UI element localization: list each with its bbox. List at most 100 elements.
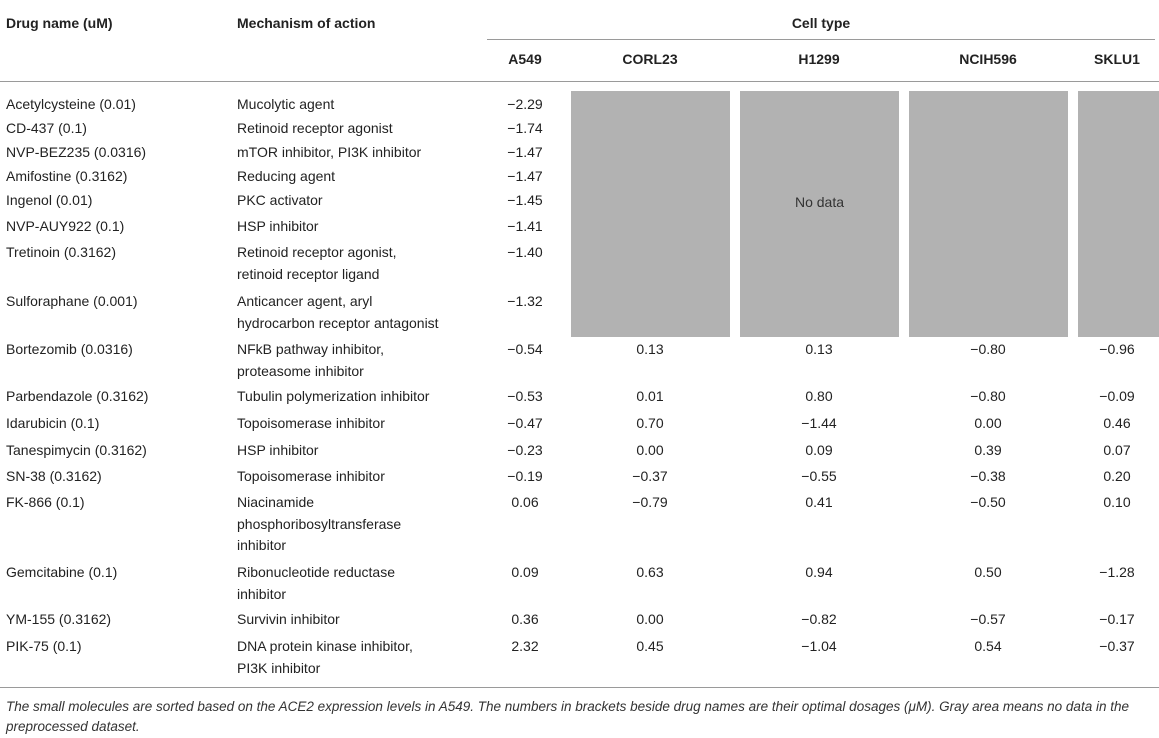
drug-name-cell: FK-866 (0.1) [6, 494, 85, 510]
value-cell-sklu1: −0.09 [1099, 388, 1135, 404]
header-rule [0, 81, 1159, 82]
value-cell-sklu1: 0.46 [1103, 415, 1131, 431]
value-cell-h1299: 0.41 [805, 494, 833, 510]
value-cell-a549: 0.06 [511, 494, 539, 510]
value-cell-ncih596: 0.50 [974, 564, 1002, 580]
value-cell-h1299: −1.04 [801, 638, 837, 654]
value-cell-a549: −1.45 [507, 192, 543, 208]
value-cell-h1299: 0.09 [805, 442, 833, 458]
no-data-label: No data [794, 194, 845, 210]
value-cell-corl23: 0.01 [636, 388, 664, 404]
drug-name-cell: Gemcitabine (0.1) [6, 564, 118, 580]
mechanism-cell-line: inhibitor [237, 537, 287, 553]
header-cell-corl23: CORL23 [622, 51, 678, 67]
value-cell-corl23: −0.79 [632, 494, 668, 510]
mechanism-cell-line: Ribonucleotide reductase [237, 564, 395, 580]
mechanism-cell-line: Anticancer agent, aryl [237, 293, 373, 309]
value-cell-corl23: 0.45 [636, 638, 664, 654]
value-cell-corl23: −0.37 [632, 468, 668, 484]
value-cell-ncih596: 0.54 [974, 638, 1002, 654]
mechanism-cell-line: Topoisomerase inhibitor [237, 468, 385, 484]
value-cell-a549: −1.47 [507, 168, 543, 184]
mechanism-cell-line: phosphoribosyltransferase [237, 515, 402, 532]
value-cell-corl23: 0.63 [636, 564, 664, 580]
header-cell-ncih596: NCIH596 [959, 51, 1017, 67]
value-cell-h1299: −0.82 [801, 611, 837, 627]
value-cell-a549: 0.09 [511, 564, 539, 580]
value-cell-a549: −2.29 [507, 96, 543, 112]
header-drug-name: Drug name (uM) [6, 15, 113, 31]
value-cell-sklu1: −1.28 [1099, 564, 1135, 580]
mechanism-cell-line: Retinoid receptor agonist [237, 120, 393, 136]
header-cell-sklu1: SKLU1 [1094, 51, 1140, 67]
value-cell-ncih596: −0.38 [970, 468, 1006, 484]
value-cell-corl23: 0.00 [636, 611, 664, 627]
mechanism-cell-line: HSP inhibitor [237, 218, 319, 234]
header-cell-h1299: H1299 [798, 51, 840, 67]
drug-name-cell: CD-437 (0.1) [6, 120, 87, 136]
mechanism-cell-line: HSP inhibitor [237, 442, 319, 458]
value-cell-sklu1: −0.37 [1099, 638, 1135, 654]
value-cell-a549: −1.74 [507, 120, 543, 136]
value-cell-h1299: 0.94 [805, 564, 833, 580]
value-cell-ncih596: −0.50 [970, 494, 1006, 510]
value-cell-a549: −0.23 [507, 442, 543, 458]
value-cell-sklu1: −0.96 [1099, 341, 1135, 357]
mechanism-cell-line: Mucolytic agent [237, 96, 335, 112]
mechanism-cell-line: PI3K inhibitor [237, 659, 321, 676]
value-cell-sklu1: 0.10 [1103, 494, 1131, 510]
value-cell-a549: −0.53 [507, 388, 543, 404]
drug-name-cell: NVP-BEZ235 (0.0316) [6, 144, 147, 160]
value-cell-a549: −0.54 [507, 341, 543, 357]
mechanism-cell-line: proteasome inhibitor [237, 362, 364, 379]
value-cell-h1299: 0.13 [805, 341, 833, 357]
drug-name-cell: Idarubicin (0.1) [6, 415, 100, 431]
header-cell-type: Cell type [791, 15, 851, 31]
mechanism-cell-line: NFkB pathway inhibitor, [237, 341, 385, 357]
value-cell-h1299: −0.55 [801, 468, 837, 484]
mechanism-cell-line: Survivin inhibitor [237, 611, 340, 627]
value-cell-a549: −1.41 [507, 218, 543, 234]
value-cell-a549: −1.32 [507, 293, 543, 309]
no-data-block-h1299 [740, 91, 899, 337]
no-data-block-ncih596 [909, 91, 1068, 337]
value-cell-sklu1: 0.07 [1103, 442, 1131, 458]
value-cell-ncih596: −0.80 [970, 388, 1006, 404]
mechanism-cell-line: Retinoid receptor agonist, [237, 244, 397, 260]
table-footnote: The small molecules are sorted based on … [6, 699, 1129, 734]
mechanism-cell-line: Topoisomerase inhibitor [237, 415, 385, 431]
value-cell-corl23: 0.70 [636, 415, 664, 431]
drug-name-cell: Acetylcysteine (0.01) [6, 96, 136, 112]
no-data-block-sklu1 [1078, 91, 1159, 337]
value-cell-corl23: 0.13 [636, 341, 664, 357]
value-cell-a549: 0.36 [511, 611, 539, 627]
drug-name-cell: Amifostine (0.3162) [6, 168, 128, 184]
drug-name-cell: Ingenol (0.01) [6, 192, 93, 208]
cell-type-rule [487, 39, 1155, 40]
drug-name-cell: Tanespimycin (0.3162) [6, 442, 147, 458]
value-cell-a549: 2.32 [511, 638, 539, 654]
value-cell-ncih596: 0.00 [974, 415, 1002, 431]
mechanism-cell-line: mTOR inhibitor, PI3K inhibitor [237, 144, 422, 160]
no-data-block-corl23 [571, 91, 730, 337]
value-cell-corl23: 0.00 [636, 442, 664, 458]
mechanism-cell-line: Niacinamide [237, 494, 315, 510]
value-cell-a549: −1.47 [507, 144, 543, 160]
mechanism-cell-line: Reducing agent [237, 168, 336, 184]
drug-name-cell: YM-155 (0.3162) [6, 611, 112, 627]
value-cell-ncih596: 0.39 [974, 442, 1002, 458]
table-bottom-rule [0, 687, 1159, 688]
value-cell-a549: −0.19 [507, 468, 543, 484]
drug-name-cell: Tretinoin (0.3162) [6, 244, 116, 260]
drug-name-cell: PIK-75 (0.1) [6, 638, 82, 654]
header-cell-a549: A549 [508, 51, 542, 67]
value-cell-sklu1: 0.20 [1103, 468, 1131, 484]
mechanism-cell-line: PKC activator [237, 192, 323, 208]
drug-name-cell: NVP-AUY922 (0.1) [6, 218, 125, 234]
value-cell-ncih596: −0.80 [970, 341, 1006, 357]
value-cell-h1299: 0.80 [805, 388, 833, 404]
value-cell-a549: −1.40 [507, 244, 543, 260]
value-cell-h1299: −1.44 [801, 415, 837, 431]
value-cell-a549: −0.47 [507, 415, 543, 431]
drug-name-cell: Sulforaphane (0.001) [6, 293, 138, 309]
